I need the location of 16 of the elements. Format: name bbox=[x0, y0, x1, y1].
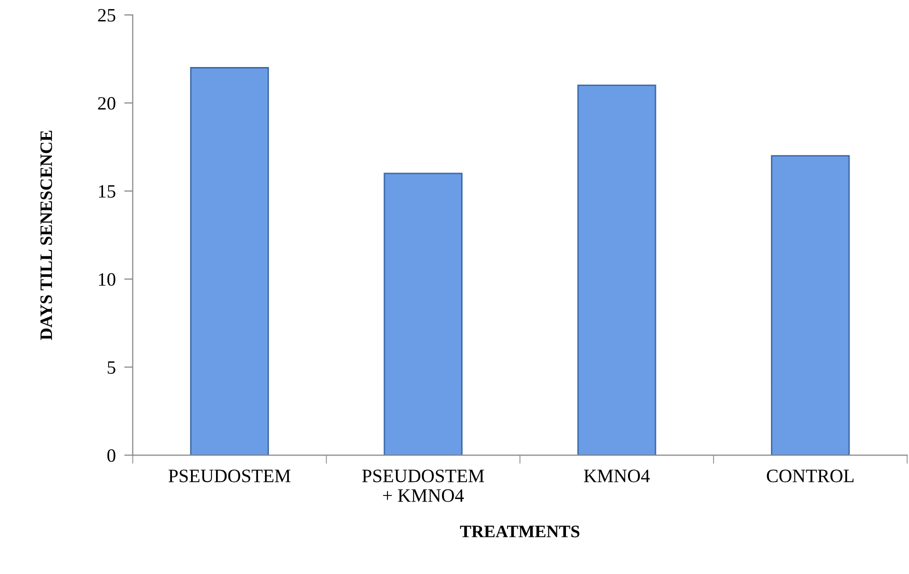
x-tick-label: PSEUDOSTEM + KMNO4 bbox=[362, 470, 484, 502]
y-tick-label: 5 bbox=[108, 361, 116, 374]
x-tick-label: CONTROL bbox=[766, 470, 854, 482]
y-tick-label: 10 bbox=[98, 273, 116, 286]
bar bbox=[384, 172, 463, 456]
x-tick-label: PSEUDOSTEM bbox=[168, 470, 290, 482]
bar bbox=[770, 155, 850, 456]
bar bbox=[577, 84, 656, 456]
y-axis-title: DAYS TILL SENESCENCE bbox=[40, 130, 52, 340]
x-axis-title: TREATMENTS bbox=[460, 526, 580, 538]
bar bbox=[190, 67, 269, 456]
y-tick-label: 20 bbox=[98, 97, 116, 110]
y-tick-label: 25 bbox=[98, 9, 116, 22]
x-tick-label: KMNO4 bbox=[584, 470, 650, 482]
y-tick-label: 0 bbox=[107, 449, 116, 462]
y-tick-label: 15 bbox=[98, 185, 116, 198]
